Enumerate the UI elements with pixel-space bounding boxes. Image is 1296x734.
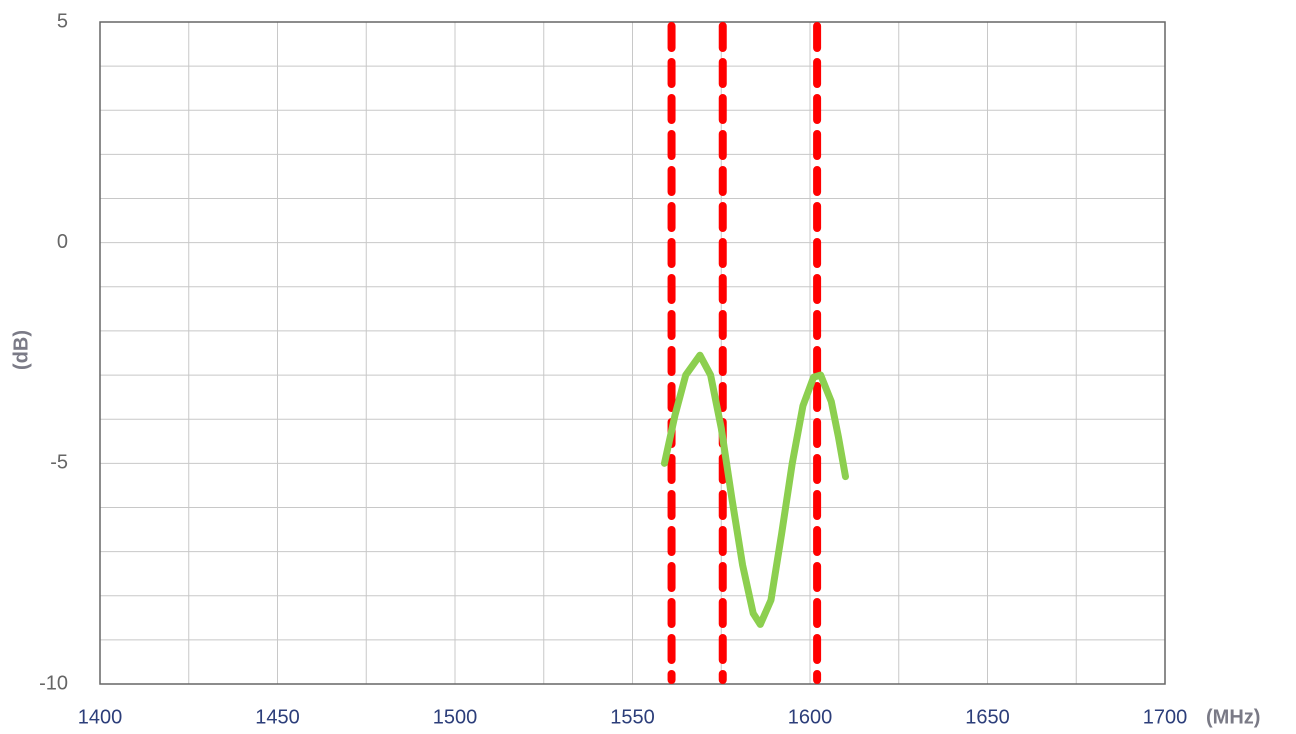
y-tick-label: 0 bbox=[57, 231, 68, 253]
data-line bbox=[660, 351, 849, 628]
y-tick-label: 5 bbox=[57, 10, 68, 32]
y-tick-label: -5 bbox=[50, 452, 68, 474]
y-tick-label: -10 bbox=[39, 672, 68, 694]
y-axis-label: (dB) bbox=[10, 330, 32, 370]
x-tick-label: 1600 bbox=[788, 706, 833, 728]
x-tick-label: 1450 bbox=[255, 706, 300, 728]
x-tick-label: 1400 bbox=[78, 706, 123, 728]
x-tick-label: 1700 bbox=[1143, 706, 1188, 728]
plot-frame bbox=[99, 21, 1166, 685]
x-tick-label: 1550 bbox=[610, 706, 655, 728]
x-axis-label: (MHz) bbox=[1206, 706, 1260, 728]
x-tick-label: 1500 bbox=[433, 706, 478, 728]
x-tick-label: 1650 bbox=[965, 706, 1010, 728]
